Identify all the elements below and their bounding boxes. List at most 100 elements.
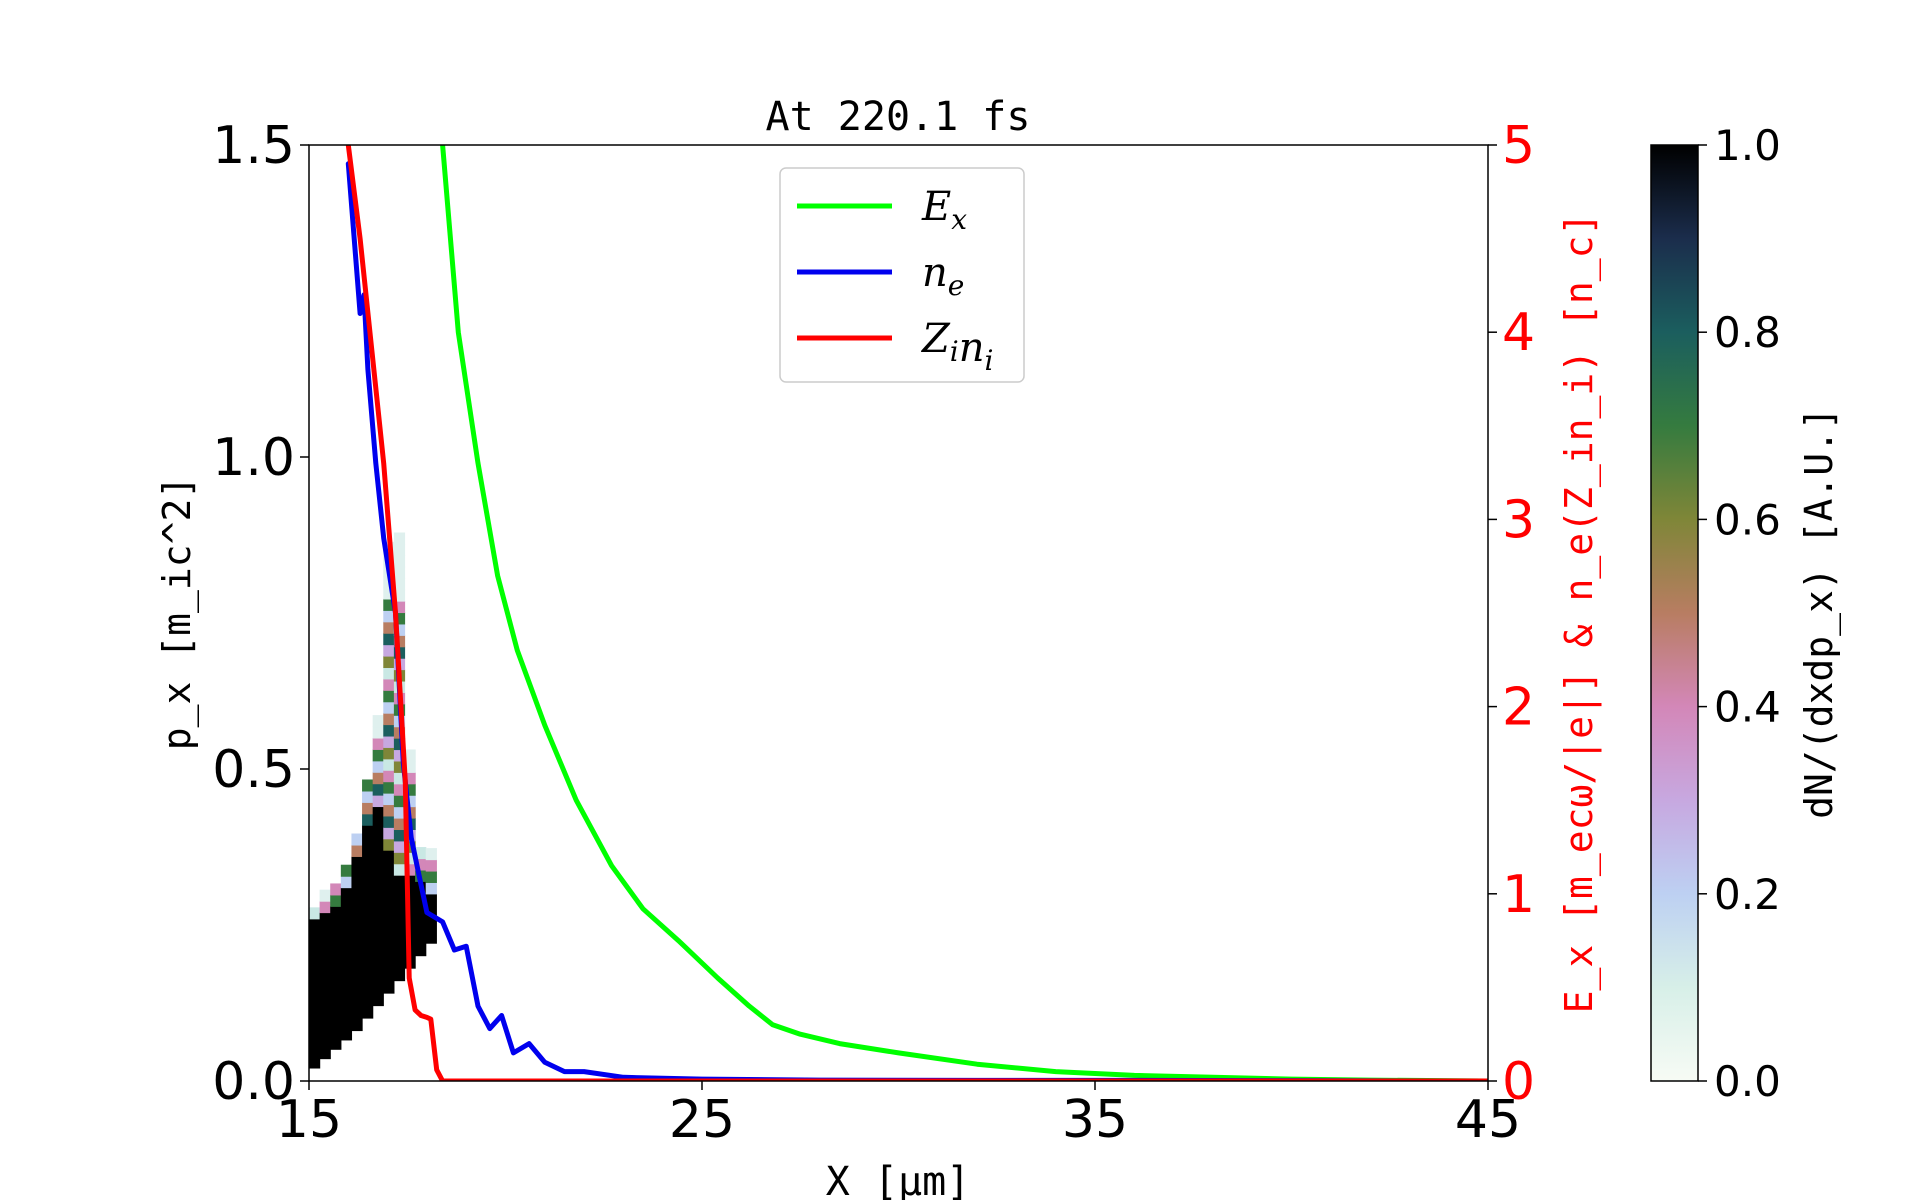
heatmap-cell (319, 889, 331, 902)
heatmap-cell (383, 690, 395, 703)
heatmap-cell (383, 655, 395, 669)
heatmap-dense-cell (393, 875, 406, 982)
heatmap-dense-cell (362, 825, 374, 1019)
heatmap-cell (372, 760, 384, 773)
heatmap-cell (372, 737, 384, 750)
heatmap-cell (383, 747, 395, 760)
heatmap-cell (351, 844, 363, 857)
heatmap-cell (383, 793, 395, 806)
colorbar-tick-label: 0.6 (1714, 495, 1781, 544)
heatmap-cell (393, 566, 406, 579)
x-axis-ticks: 15 25 35 45 (276, 1081, 1521, 1150)
y-tick-label: 1.5 (212, 116, 295, 176)
x-tick-label: 25 (669, 1090, 735, 1150)
legend-label: Ex (921, 184, 967, 236)
heatmap-cell (404, 749, 416, 762)
x-tick-label: 35 (1062, 1090, 1128, 1150)
heatmap-cell (383, 610, 395, 623)
colorbar-tick-label: 1.0 (1714, 121, 1781, 170)
heatmap-cell (383, 587, 395, 600)
heatmap-dense-cell (330, 906, 342, 1050)
heatmap-dense-cell (415, 881, 427, 957)
series-layer (345, 145, 1488, 1081)
heatmap-cell (383, 827, 395, 840)
heatmap-cell (372, 783, 384, 796)
heatmap-cell (393, 623, 406, 636)
heatmap-cell (393, 795, 406, 808)
heatmap-cell (393, 738, 406, 751)
heatmap-cell (404, 760, 416, 773)
heatmap-cell (404, 852, 416, 865)
x-axis-label: X [μm] (826, 1159, 971, 1200)
x-tick-label: 15 (276, 1090, 342, 1150)
phase-space-heatmap (309, 532, 437, 1069)
heatmap-cell (330, 894, 342, 907)
heatmap-cell (383, 770, 395, 783)
y2-tick-label: 4 (1502, 303, 1535, 363)
heatmap-cell (415, 858, 427, 871)
heatmap-cell (383, 724, 395, 737)
heatmap-cell (393, 817, 406, 831)
heatmap-cell (383, 667, 395, 680)
heatmap-cell (362, 802, 374, 815)
heatmap-dense-cell (351, 856, 363, 1032)
heatmap-cell (340, 864, 353, 877)
y-axis-ticks: 0.0 0.5 1.0 1.5 (212, 116, 309, 1112)
heatmap-cell (383, 701, 395, 714)
heatmap-cell (393, 601, 406, 614)
heatmap-cell (383, 598, 395, 611)
colorbar-tick-label: 0.4 (1714, 683, 1781, 732)
heatmap-cell (383, 815, 395, 828)
heatmap-cell (393, 863, 406, 876)
heatmap-cell (393, 532, 406, 545)
heatmap-dense-cell (372, 806, 384, 1007)
heatmap-cell (393, 543, 406, 556)
heatmap-cell (383, 758, 395, 771)
heatmap-dense-cell (340, 887, 353, 1041)
heatmap-cell (393, 749, 406, 762)
legend-label: Zini (920, 316, 994, 377)
heatmap-cell (340, 876, 353, 889)
legend-box (779, 167, 1025, 383)
heatmap-cell (415, 847, 427, 860)
heatmap-cell (372, 726, 384, 739)
heatmap-cell (383, 713, 395, 726)
heatmap-cell (383, 644, 395, 657)
heatmap-cell (404, 772, 416, 785)
heatmap-cell (393, 852, 406, 865)
y-tick-label: 0.0 (212, 1052, 295, 1112)
y2-tick-label: 0 (1502, 1052, 1535, 1112)
colorbar-tick-label: 0.2 (1714, 870, 1781, 919)
heatmap-dense-cell (383, 850, 395, 994)
heatmap-cell (393, 612, 406, 625)
heatmap-cell (425, 859, 437, 872)
heatmap-cell (393, 589, 406, 602)
heatmap-cell (383, 621, 395, 634)
y2-tick-label: 2 (1502, 678, 1535, 738)
heatmap-cell (393, 555, 406, 568)
heatmap-cell (425, 848, 437, 861)
colorbar-tick-label: 0.8 (1714, 308, 1781, 357)
heatmap-cell (351, 833, 363, 846)
heatmap-cell (393, 829, 406, 842)
heatmap-cell (362, 779, 374, 792)
heatmap-cell (393, 578, 406, 591)
x-tick-label: 45 (1455, 1090, 1521, 1150)
heatmap-cell (393, 840, 406, 853)
heatmap-cell (372, 772, 384, 785)
y-axis-label: p_x [m_ic^2] (155, 476, 200, 751)
y-tick-label: 0.5 (212, 740, 295, 800)
colorbar-tick-label: 0.0 (1714, 1057, 1781, 1106)
y-tick-label: 1.0 (212, 428, 295, 488)
heatmap-cell (425, 882, 437, 895)
heatmap-cell (383, 781, 395, 794)
heatmap-cell (372, 749, 384, 762)
heatmap-cell (383, 838, 395, 851)
colorbar-label: dN/(dxdp_x) [A.U.] (1797, 407, 1842, 819)
heatmap-cell (309, 907, 321, 920)
heatmap-cell (319, 901, 331, 914)
y2-axis-label: E_x [m_ecω/|e|] & n_e(Z_in_i) [n_c] (1557, 213, 1602, 1014)
heatmap-cell (393, 806, 406, 819)
heatmap-cell (404, 795, 416, 808)
